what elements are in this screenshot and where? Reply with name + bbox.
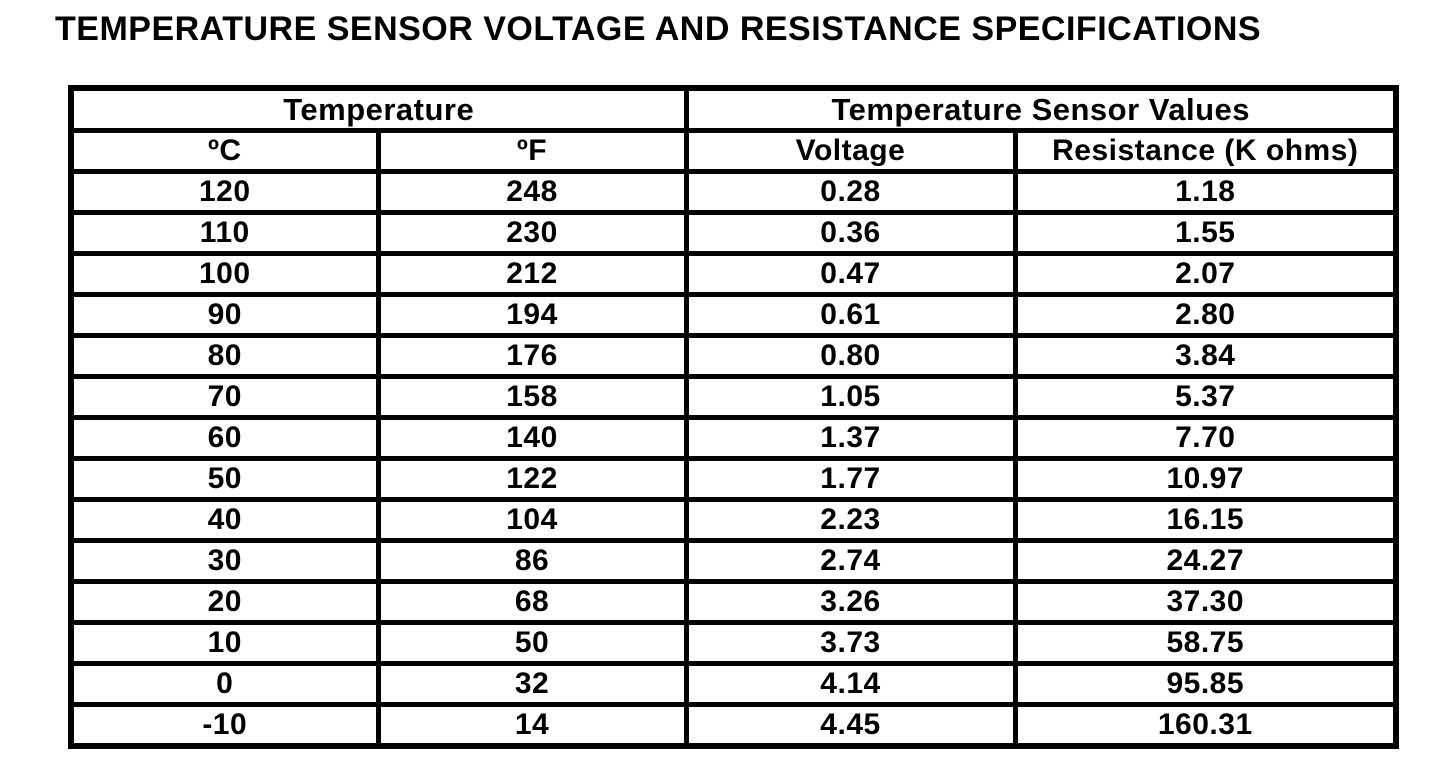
group-header-temperature: Temperature bbox=[68, 85, 689, 133]
column-header-fahrenheit: ºF bbox=[375, 128, 689, 174]
cell-fahrenheit: 50 bbox=[375, 620, 689, 666]
table-row: 120 248 0.28 1.18 bbox=[68, 169, 1399, 215]
cell-fahrenheit: 176 bbox=[375, 333, 689, 379]
cell-celsius: 100 bbox=[68, 251, 381, 297]
cell-fahrenheit: 230 bbox=[375, 210, 689, 256]
table-row: 60 140 1.37 7.70 bbox=[68, 415, 1399, 461]
cell-celsius: 110 bbox=[68, 210, 381, 256]
cell-celsius: 70 bbox=[68, 374, 381, 420]
cell-celsius: 90 bbox=[68, 292, 381, 338]
table-row: 100 212 0.47 2.07 bbox=[68, 251, 1399, 297]
table-row: 10 50 3.73 58.75 bbox=[68, 620, 1399, 666]
table-row: 70 158 1.05 5.37 bbox=[68, 374, 1399, 420]
cell-celsius: 0 bbox=[68, 661, 381, 707]
cell-resistance: 7.70 bbox=[1012, 415, 1399, 461]
table-row: 90 194 0.61 2.80 bbox=[68, 292, 1399, 338]
cell-voltage: 1.05 bbox=[683, 374, 1018, 420]
cell-resistance: 160.31 bbox=[1012, 702, 1399, 749]
column-header-voltage: Voltage bbox=[683, 128, 1018, 174]
cell-resistance: 58.75 bbox=[1012, 620, 1399, 666]
cell-resistance: 37.30 bbox=[1012, 579, 1399, 625]
cell-resistance: 1.18 bbox=[1012, 169, 1399, 215]
cell-voltage: 2.74 bbox=[683, 538, 1018, 584]
cell-resistance: 24.27 bbox=[1012, 538, 1399, 584]
table-row: 40 104 2.23 16.15 bbox=[68, 497, 1399, 543]
cell-voltage: 4.14 bbox=[683, 661, 1018, 707]
page-title: TEMPERATURE SENSOR VOLTAGE AND RESISTANC… bbox=[55, 10, 1262, 48]
cell-voltage: 0.61 bbox=[683, 292, 1018, 338]
cell-fahrenheit: 68 bbox=[375, 579, 689, 625]
table-row: 50 122 1.77 10.97 bbox=[68, 456, 1399, 502]
cell-voltage: 2.23 bbox=[683, 497, 1018, 543]
table-row: 110 230 0.36 1.55 bbox=[68, 210, 1399, 256]
cell-voltage: 0.28 bbox=[683, 169, 1018, 215]
cell-voltage: 0.36 bbox=[683, 210, 1018, 256]
column-header-row: ºC ºF Voltage Resistance (K ohms) bbox=[68, 128, 1399, 174]
cell-voltage: 0.80 bbox=[683, 333, 1018, 379]
cell-resistance: 2.80 bbox=[1012, 292, 1399, 338]
table-row: 30 86 2.74 24.27 bbox=[68, 538, 1399, 584]
cell-fahrenheit: 14 bbox=[375, 702, 689, 749]
cell-voltage: 0.47 bbox=[683, 251, 1018, 297]
cell-celsius: 120 bbox=[68, 169, 381, 215]
cell-resistance: 10.97 bbox=[1012, 456, 1399, 502]
cell-resistance: 2.07 bbox=[1012, 251, 1399, 297]
cell-celsius: 20 bbox=[68, 579, 381, 625]
cell-resistance: 95.85 bbox=[1012, 661, 1399, 707]
cell-celsius: 30 bbox=[68, 538, 381, 584]
table-row: -10 14 4.45 160.31 bbox=[68, 702, 1399, 749]
cell-fahrenheit: 32 bbox=[375, 661, 689, 707]
cell-resistance: 5.37 bbox=[1012, 374, 1399, 420]
cell-fahrenheit: 86 bbox=[375, 538, 689, 584]
table-row: 80 176 0.80 3.84 bbox=[68, 333, 1399, 379]
cell-voltage: 1.37 bbox=[683, 415, 1018, 461]
temperature-sensor-spec-table: Temperature Temperature Sensor Values ºC… bbox=[68, 85, 1400, 749]
cell-celsius: 40 bbox=[68, 497, 381, 543]
cell-fahrenheit: 212 bbox=[375, 251, 689, 297]
cell-voltage: 4.45 bbox=[683, 702, 1018, 749]
cell-voltage: 3.26 bbox=[683, 579, 1018, 625]
cell-fahrenheit: 122 bbox=[375, 456, 689, 502]
table-row: 20 68 3.26 37.30 bbox=[68, 579, 1399, 625]
cell-fahrenheit: 194 bbox=[375, 292, 689, 338]
group-header-row: Temperature Temperature Sensor Values bbox=[68, 85, 1399, 133]
cell-celsius: 60 bbox=[68, 415, 381, 461]
cell-voltage: 3.73 bbox=[683, 620, 1018, 666]
group-header-sensor-values: Temperature Sensor Values bbox=[683, 85, 1399, 133]
cell-fahrenheit: 158 bbox=[375, 374, 689, 420]
cell-celsius: 50 bbox=[68, 456, 381, 502]
cell-celsius: 80 bbox=[68, 333, 381, 379]
cell-resistance: 3.84 bbox=[1012, 333, 1399, 379]
cell-fahrenheit: 140 bbox=[375, 415, 689, 461]
cell-resistance: 1.55 bbox=[1012, 210, 1399, 256]
table-row: 0 32 4.14 95.85 bbox=[68, 661, 1399, 707]
cell-fahrenheit: 104 bbox=[375, 497, 689, 543]
column-header-resistance: Resistance (K ohms) bbox=[1012, 128, 1399, 174]
cell-resistance: 16.15 bbox=[1012, 497, 1399, 543]
cell-celsius: -10 bbox=[68, 702, 381, 749]
column-header-celsius: ºC bbox=[68, 128, 381, 174]
cell-fahrenheit: 248 bbox=[375, 169, 689, 215]
cell-celsius: 10 bbox=[68, 620, 381, 666]
cell-voltage: 1.77 bbox=[683, 456, 1018, 502]
